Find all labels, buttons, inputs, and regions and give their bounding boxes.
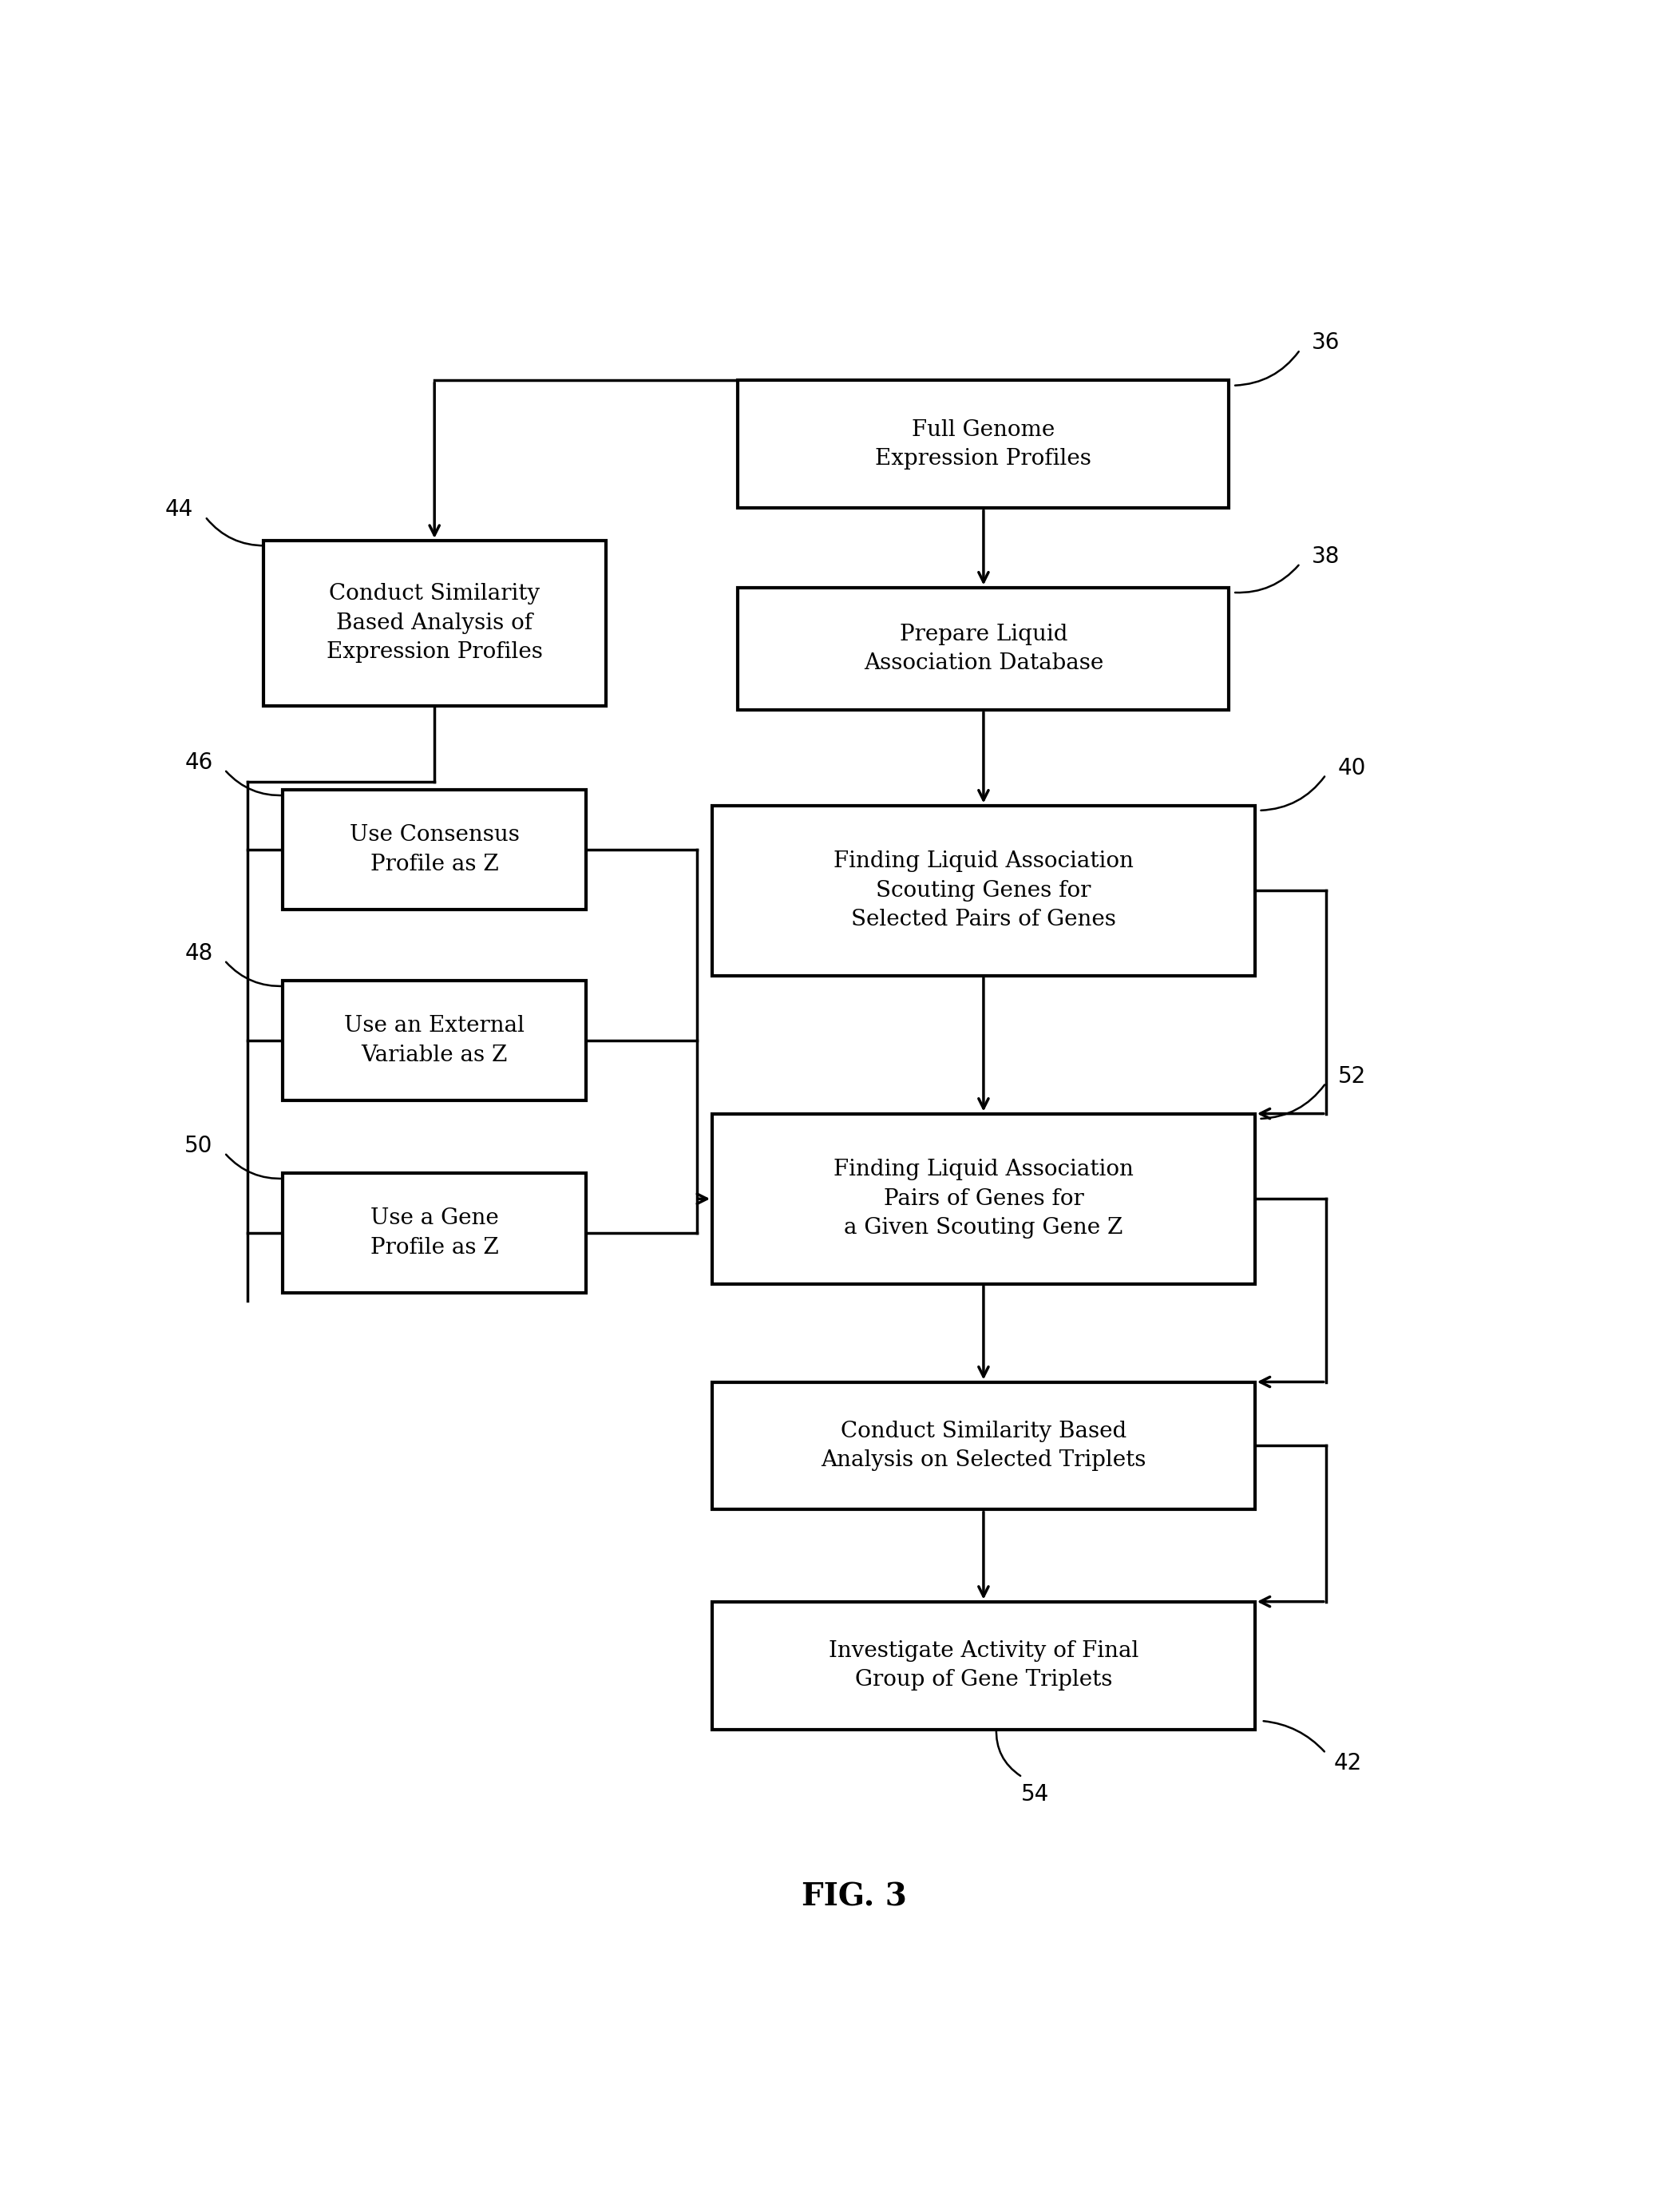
Text: Use Consensus
Profile as Z: Use Consensus Profile as Z (350, 825, 520, 876)
Bar (283, 980, 587, 1099)
Text: 48: 48 (185, 942, 213, 964)
Text: Finding Liquid Association
Pairs of Genes for
a Given Scouting Gene Z: Finding Liquid Association Pairs of Gene… (834, 1159, 1134, 1239)
Text: Conduct Similarity
Based Analysis of
Expression Profiles: Conduct Similarity Based Analysis of Exp… (327, 584, 542, 664)
Bar (283, 790, 587, 909)
Text: 40: 40 (1337, 757, 1365, 779)
Text: 42: 42 (1334, 1752, 1362, 1774)
Text: 50: 50 (185, 1135, 213, 1157)
Text: Full Genome
Expression Profiles: Full Genome Expression Profiles (875, 418, 1092, 469)
Bar (712, 1382, 1255, 1509)
Bar (738, 588, 1229, 710)
Text: 54: 54 (1022, 1783, 1049, 1805)
Text: Use a Gene
Profile as Z: Use a Gene Profile as Z (370, 1208, 498, 1259)
Text: FIG. 3: FIG. 3 (802, 1882, 907, 1913)
Bar (263, 540, 605, 706)
Bar (712, 805, 1255, 975)
Text: 36: 36 (1312, 332, 1340, 354)
Bar (738, 380, 1229, 509)
Text: 44: 44 (165, 498, 193, 522)
Bar (283, 1172, 587, 1292)
Text: 52: 52 (1337, 1064, 1365, 1088)
Text: Finding Liquid Association
Scouting Genes for
Selected Pairs of Genes: Finding Liquid Association Scouting Gene… (834, 852, 1134, 931)
Text: 38: 38 (1312, 546, 1340, 568)
Text: Conduct Similarity Based
Analysis on Selected Triplets: Conduct Similarity Based Analysis on Sel… (820, 1420, 1147, 1471)
Bar (712, 1113, 1255, 1283)
Text: Prepare Liquid
Association Database: Prepare Liquid Association Database (864, 624, 1104, 675)
Text: Investigate Activity of Final
Group of Gene Triplets: Investigate Activity of Final Group of G… (828, 1639, 1139, 1690)
Text: Use an External
Variable as Z: Use an External Variable as Z (345, 1015, 525, 1066)
Bar (712, 1601, 1255, 1730)
Text: 46: 46 (185, 752, 213, 774)
